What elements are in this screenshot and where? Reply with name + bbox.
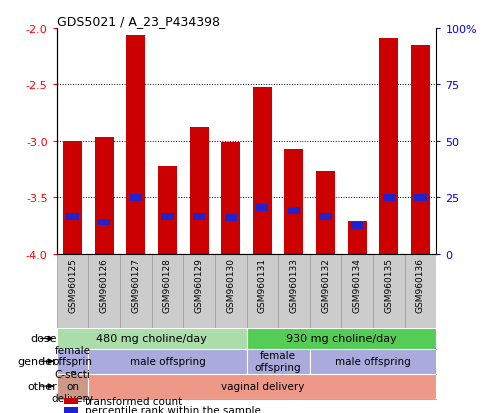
Bar — [88, 349, 246, 374]
Bar — [383, 195, 395, 201]
Text: GSM960126: GSM960126 — [100, 258, 108, 313]
Text: transformed count: transformed count — [85, 396, 182, 406]
Bar — [189, 128, 209, 254]
Bar — [120, 254, 152, 328]
Bar — [152, 254, 183, 328]
Bar — [414, 195, 426, 201]
Bar — [319, 214, 332, 220]
Text: 930 mg choline/day: 930 mg choline/day — [286, 334, 397, 344]
Text: other: other — [27, 381, 57, 391]
Bar — [57, 374, 88, 399]
Bar — [67, 214, 79, 220]
Bar — [246, 349, 310, 374]
Bar — [411, 46, 430, 254]
Text: GSM960129: GSM960129 — [195, 258, 204, 313]
Text: male offspring: male offspring — [335, 356, 411, 366]
Text: GSM960134: GSM960134 — [352, 258, 362, 313]
Bar — [88, 254, 120, 328]
Text: dose: dose — [30, 334, 57, 344]
Bar — [246, 328, 436, 349]
Bar — [310, 254, 341, 328]
Text: gender: gender — [17, 356, 57, 366]
Text: GSM960133: GSM960133 — [289, 258, 298, 313]
Text: female
offsprin
g: female offsprin g — [53, 345, 93, 378]
Bar — [284, 150, 304, 254]
Text: vaginal delivery: vaginal delivery — [221, 381, 304, 391]
Bar — [63, 141, 82, 254]
Bar — [161, 214, 174, 220]
Bar — [57, 349, 88, 374]
Bar — [256, 204, 269, 211]
Text: GSM960132: GSM960132 — [321, 258, 330, 313]
Text: GSM960130: GSM960130 — [226, 258, 235, 313]
Bar — [64, 398, 77, 404]
Text: male offspring: male offspring — [130, 356, 205, 366]
Bar — [348, 221, 367, 254]
Text: C-secti
on
delivery: C-secti on delivery — [51, 370, 94, 403]
Bar — [253, 88, 272, 254]
Bar — [64, 407, 77, 413]
Bar — [57, 254, 88, 328]
Bar — [221, 142, 240, 254]
Bar — [310, 349, 436, 374]
Bar — [278, 254, 310, 328]
Bar — [95, 138, 113, 254]
Bar — [351, 223, 363, 229]
Text: 480 mg choline/day: 480 mg choline/day — [96, 334, 207, 344]
Bar — [316, 172, 335, 254]
Bar — [183, 254, 215, 328]
Bar — [405, 254, 436, 328]
Bar — [341, 254, 373, 328]
Bar — [215, 254, 246, 328]
Text: percentile rank within the sample: percentile rank within the sample — [85, 405, 261, 413]
Text: GSM960131: GSM960131 — [258, 258, 267, 313]
Bar — [57, 328, 246, 349]
Bar — [246, 254, 278, 328]
Text: GSM960136: GSM960136 — [416, 258, 425, 313]
Bar — [158, 166, 177, 254]
Text: GSM960125: GSM960125 — [68, 258, 77, 313]
Text: GSM960128: GSM960128 — [163, 258, 172, 313]
Bar — [98, 219, 110, 226]
Bar — [193, 214, 205, 220]
Bar — [288, 208, 300, 215]
Bar — [380, 39, 398, 254]
Bar — [224, 215, 237, 221]
Bar — [373, 254, 405, 328]
Bar — [130, 195, 142, 201]
Text: GSM960135: GSM960135 — [385, 258, 393, 313]
Text: GSM960127: GSM960127 — [131, 258, 141, 313]
Text: female
offspring: female offspring — [255, 351, 301, 372]
Bar — [126, 36, 145, 254]
Text: GDS5021 / A_23_P434398: GDS5021 / A_23_P434398 — [57, 15, 220, 28]
